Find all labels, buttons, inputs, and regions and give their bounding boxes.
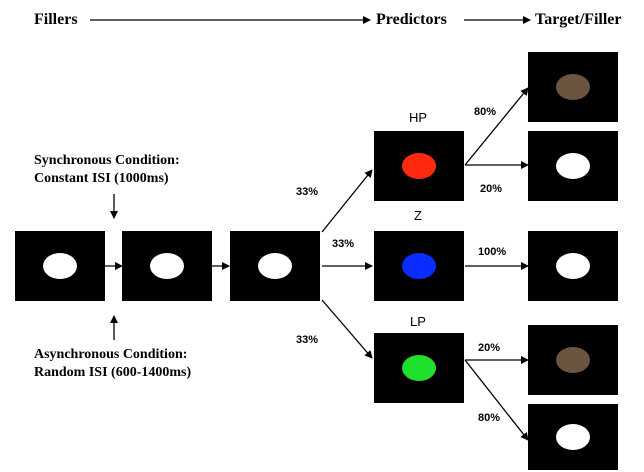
header-target-filler: Target/Filler — [535, 11, 622, 28]
async-condition-label: Asynchronous Condition: Random ISI (600-… — [34, 346, 191, 382]
white-stimulus-dot — [556, 153, 590, 179]
predictor-stimulus-z — [374, 231, 464, 301]
white-stimulus-dot — [258, 253, 292, 279]
sync-condition-title: Synchronous Condition: — [34, 153, 180, 168]
pct-z-to-white: 100% — [478, 246, 507, 258]
green-stimulus-dot — [402, 355, 436, 381]
pct-branch-z: 33% — [332, 238, 355, 250]
white-stimulus-dot — [556, 424, 590, 450]
blue-stimulus-dot — [402, 253, 436, 279]
header-predictors: Predictors — [376, 11, 447, 28]
predictor-label-lp: LP — [410, 314, 426, 329]
white-stimulus-dot — [556, 253, 590, 279]
branch-arrow-hp — [321, 169, 373, 233]
async-condition-isi: Random ISI (600-1400ms) — [34, 365, 192, 380]
async-condition-title: Asynchronous Condition: — [34, 347, 188, 362]
branch-arrow-lp — [321, 299, 373, 359]
predictor-label-z: Z — [414, 208, 422, 223]
brown-stimulus-dot — [556, 347, 590, 373]
predictor-stimulus-lp — [374, 333, 464, 403]
sync-condition-isi: Constant ISI (1000ms) — [34, 171, 169, 186]
lp-arrow-white — [464, 359, 529, 441]
filler-stimulus-z-white — [528, 231, 618, 301]
pct-branch-hp: 33% — [296, 186, 319, 198]
white-stimulus-dot — [43, 253, 77, 279]
target-stimulus-hp-brown — [528, 52, 618, 122]
sync-condition-label: Synchronous Condition: Constant ISI (100… — [34, 152, 180, 188]
filler-stimulus-3 — [230, 231, 320, 301]
filler-stimulus-1 — [15, 231, 105, 301]
filler-stimulus-hp-white — [528, 131, 618, 201]
filler-stimulus-2 — [122, 231, 212, 301]
brown-stimulus-dot — [556, 74, 590, 100]
pct-hp-to-white: 20% — [480, 183, 503, 195]
pct-hp-to-brown: 80% — [474, 106, 497, 118]
predictor-stimulus-hp — [374, 131, 464, 201]
target-stimulus-lp-brown — [528, 325, 618, 395]
filler-stimulus-lp-white — [528, 404, 618, 470]
header-fillers: Fillers — [34, 11, 78, 28]
pct-branch-lp: 33% — [296, 334, 319, 346]
predictor-label-hp: HP — [408, 110, 428, 125]
red-stimulus-dot — [402, 153, 436, 179]
pct-lp-to-brown: 20% — [478, 342, 501, 354]
hp-arrow-brown — [464, 87, 529, 166]
white-stimulus-dot — [150, 253, 184, 279]
pct-lp-to-white: 80% — [478, 412, 501, 424]
